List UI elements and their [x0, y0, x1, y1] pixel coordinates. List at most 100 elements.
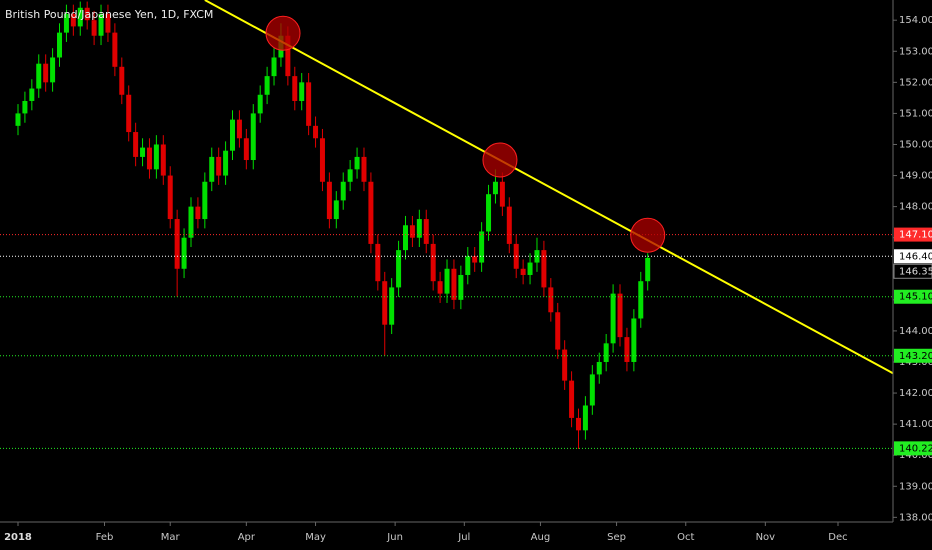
candle-body [610, 293, 616, 344]
candle-body [326, 181, 332, 220]
y-tick-label: 151.000 [899, 108, 932, 119]
candle-body [423, 219, 429, 244]
candle-body [174, 219, 180, 269]
candle-body [486, 194, 492, 232]
candle-body [91, 20, 97, 36]
price-label-box [894, 348, 932, 363]
candle-body [140, 147, 146, 157]
trendline [204, 0, 893, 375]
candle-body [36, 63, 42, 89]
y-tick-label: 142.000 [899, 388, 932, 399]
x-tick-label: Apr [238, 532, 256, 543]
price-label-box [894, 441, 932, 456]
candle-body [112, 32, 118, 67]
y-tick-label: 153.000 [899, 46, 932, 57]
price-label: 140.220 [899, 443, 932, 454]
candle-body [617, 293, 623, 338]
candle-body [236, 119, 242, 139]
y-tick-label: 152.000 [899, 77, 932, 88]
candle-body [70, 13, 76, 27]
candle-body [119, 66, 125, 95]
candle-body [84, 7, 90, 21]
y-tick-label: 138.000 [899, 512, 932, 523]
candle-body [15, 113, 21, 126]
candle-body [492, 181, 498, 195]
y-tick-label: 141.000 [899, 419, 932, 430]
candle-body [361, 156, 367, 182]
plot-area [0, 0, 893, 449]
last-price-label: 146.350 [899, 266, 932, 277]
y-tick-label: 148.000 [899, 202, 932, 213]
candle-body [479, 231, 485, 263]
price-label: 146.402 [899, 251, 932, 262]
candle-body [562, 349, 568, 381]
candle-body [575, 417, 581, 431]
candle-body [22, 100, 28, 114]
candle-body [569, 380, 575, 418]
candle-body [153, 144, 159, 170]
candle-body [382, 281, 388, 325]
candle-body [638, 281, 644, 319]
candle-body [57, 32, 63, 58]
candle-body [458, 274, 464, 300]
candle-body [437, 281, 443, 294]
candle-body [195, 206, 201, 220]
candle-body [216, 156, 222, 176]
candle-body [541, 250, 547, 288]
candle-body [527, 262, 533, 275]
candle-body [313, 125, 319, 139]
candle-body [416, 219, 422, 238]
price-label-box [894, 227, 932, 242]
x-tick-label: Feb [96, 532, 114, 543]
candle-body [472, 256, 478, 263]
x-tick-label: Jul [457, 532, 470, 543]
candle-body [105, 13, 111, 33]
x-tick-label: Mar [161, 532, 181, 543]
x-tick-label: Aug [531, 532, 551, 543]
candle-body [133, 132, 139, 157]
candle-body [645, 257, 651, 282]
candle-body [520, 268, 526, 275]
candle-body [250, 113, 256, 161]
y-tick-label: 144.000 [899, 326, 932, 337]
candle-body [354, 156, 360, 170]
candle-body [230, 119, 236, 151]
candle-body [292, 76, 298, 101]
candle-body [126, 94, 132, 133]
candle-body [167, 175, 173, 220]
x-tick-label: Dec [828, 532, 847, 543]
y-tick-label: 140.000 [899, 450, 932, 461]
candle-body [451, 268, 457, 300]
candle-body [160, 144, 166, 176]
candle-body [333, 200, 339, 220]
touch-circle [630, 217, 666, 253]
x-tick-label: Jun [386, 532, 403, 543]
candle-body [499, 181, 505, 207]
x-tick-label: Nov [756, 532, 776, 543]
candle-body [403, 225, 409, 251]
candle-body [202, 181, 208, 220]
candle-body [534, 250, 540, 263]
candle-body [271, 57, 277, 77]
candle-body [375, 243, 381, 282]
candle-body [77, 7, 83, 27]
candle-body [299, 82, 305, 101]
last-price-box [893, 263, 932, 279]
chart-title: British Pound/Japanese Yen, 1D, FXCM [5, 8, 213, 21]
candle-body [555, 312, 561, 350]
candle-body [257, 94, 263, 114]
candle-body [285, 35, 291, 77]
candle-body [603, 343, 609, 362]
candle-body [223, 150, 229, 176]
x-tick-label: Oct [677, 532, 694, 543]
candle-body [209, 156, 215, 182]
candle-body [582, 405, 588, 431]
candle-body [29, 88, 35, 101]
candle-body [396, 250, 402, 288]
candle-body [306, 82, 312, 126]
touch-circle [265, 15, 301, 51]
y-tick-label: 150.000 [899, 139, 932, 150]
candle-body [243, 138, 249, 161]
candle-body [624, 337, 630, 362]
